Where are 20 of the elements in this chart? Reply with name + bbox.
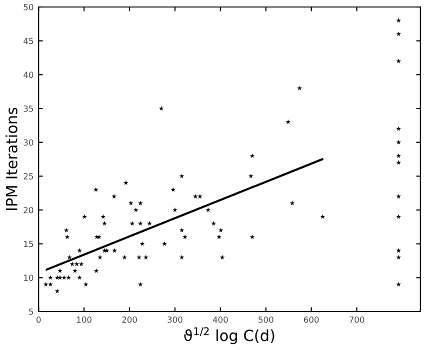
y-tick-label: 10 <box>24 274 34 281</box>
y-axis-title: IPM Iterations <box>6 108 18 210</box>
y-tick-label: 50 <box>24 4 34 10</box>
x-tick-label: 700 <box>350 316 364 323</box>
x-tick-label: 100 <box>77 316 92 323</box>
y-tick-label: 25 <box>24 173 34 180</box>
x-tick-label: 500 <box>258 316 274 323</box>
x-tick-label: 200 <box>122 316 137 323</box>
y-tick-label: 30 <box>24 139 34 146</box>
x-tick-label: 400 <box>212 316 228 323</box>
y-tick-label: 15 <box>24 240 34 248</box>
y-tick-label: 40 <box>24 72 34 78</box>
y-tick-label: 5 <box>29 308 34 315</box>
x-axis-title: ϑ$^{1/2}$ log C(d) <box>184 327 274 344</box>
x-tick-label: 0 <box>36 316 41 323</box>
x-tick-label: 600 <box>304 316 319 323</box>
x-tick-label: 300 <box>168 316 182 323</box>
y-tick-label: 35 <box>24 105 34 112</box>
y-tick-label: 45 <box>24 38 34 44</box>
y-tick-label: 20 <box>24 206 34 214</box>
